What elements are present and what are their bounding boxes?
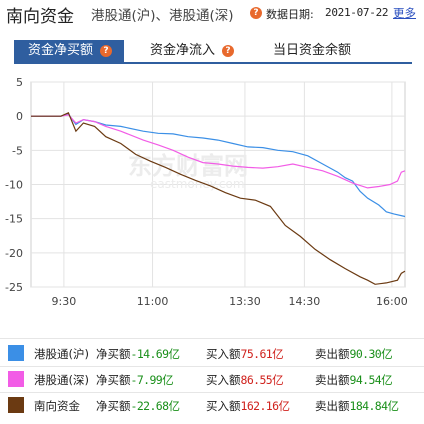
legend-row-south: 南向资金 净买额-22.68亿 买入额162.16亿 卖出额184.84亿 [0, 395, 424, 424]
divider [0, 366, 424, 367]
watermark-subtext: eastmoney.com [150, 177, 245, 191]
series-line-1 [31, 114, 406, 189]
legend-name: 港股通(沪) [34, 347, 89, 361]
buy-value: 75.61亿 [240, 347, 284, 361]
tab-label: 当日资金余额 [273, 43, 352, 58]
legend-swatch [8, 371, 24, 387]
date-value: 2021-07-22 [325, 6, 389, 19]
divider [0, 392, 424, 393]
tab-bar: 资金净买额 ? 资金净流入 ? 当日资金余额 [0, 40, 424, 62]
net-buy-chart: 5 0 -5 -10 -15 -20 -25 9:30 11:00 13:30 14:30 16:00… [5, 76, 408, 308]
legend-swatch [8, 397, 24, 413]
y-tick-label: -10 [5, 179, 23, 192]
net-value: -22.68亿 [130, 399, 180, 413]
buy-label: 买入额 [206, 347, 241, 361]
buy-label: 买入额 [206, 399, 241, 413]
y-tick-label: -25 [5, 281, 23, 294]
sell-value: 94.54亿 [349, 373, 393, 387]
sell-label: 卖出额 [315, 347, 350, 361]
tab-daily-balance[interactable]: 当日资金余额 [273, 40, 393, 62]
x-tick-label: 11:00 [137, 295, 169, 308]
buy-label: 买入额 [206, 373, 241, 387]
page-subtitle: 港股通(沪)、港股通(深) [91, 8, 234, 24]
x-tick-label: 9:30 [52, 295, 77, 308]
chart-axes: 5 0 -5 -10 -15 -20 -25 9:30 11:00 13:30 14:30 16:00 [5, 76, 408, 308]
sell-value: 90.30亿 [349, 347, 393, 361]
chart-series [31, 111, 406, 285]
net-value: -14.69亿 [130, 347, 180, 361]
net-label: 净买额 [96, 373, 131, 387]
tab-underline [14, 62, 412, 64]
page-title: 南向资金 [6, 7, 74, 27]
date-label: 数据日期: [266, 8, 314, 21]
net-value: -7.99亿 [130, 373, 174, 387]
legend-swatch [8, 345, 24, 361]
x-tick-label: 13:30 [229, 295, 261, 308]
tab-net-inflow[interactable]: 资金净流入 ? [150, 40, 260, 62]
tab-label: 资金净流入 [150, 43, 216, 58]
y-tick-label: 0 [16, 110, 23, 123]
legend-row-sh: 港股通(沪) 净买额-14.69亿 买入额75.61亿 卖出额90.30亿 [0, 343, 424, 372]
legend-name: 港股通(深) [34, 373, 89, 387]
y-tick-label: 5 [16, 76, 23, 89]
sell-label: 卖出额 [315, 373, 350, 387]
question-icon[interactable]: ? [100, 45, 112, 57]
y-tick-label: -5 [12, 144, 23, 157]
legend-row-sz: 港股通(深) 净买额-7.99亿 买入额86.55亿 卖出额94.54亿 [0, 369, 424, 398]
sell-value: 184.84亿 [349, 399, 399, 413]
sell-label: 卖出额 [315, 399, 350, 413]
more-link[interactable]: 更多 [393, 6, 416, 20]
buy-value: 86.55亿 [240, 373, 284, 387]
divider [0, 338, 424, 339]
y-tick-label: -15 [5, 213, 23, 226]
tab-net-buy[interactable]: 资金净买额 ? [14, 40, 124, 62]
chart-grid [30, 81, 406, 288]
y-tick-label: -20 [5, 247, 23, 260]
legend-name: 南向资金 [34, 399, 80, 413]
header: 南向资金 港股通(沪)、港股通(深) ? 数据日期: 2021-07-22 更多 [0, 0, 424, 27]
net-label: 净买额 [96, 399, 131, 413]
question-icon[interactable]: ? [222, 45, 234, 57]
series-line-2 [31, 111, 406, 285]
tab-label: 资金净买额 [28, 43, 94, 58]
x-tick-label: 16:00 [376, 295, 408, 308]
net-label: 净买额 [96, 347, 131, 361]
x-tick-label: 14:30 [289, 295, 321, 308]
question-icon[interactable]: ? [250, 7, 262, 19]
buy-value: 162.16亿 [240, 399, 290, 413]
